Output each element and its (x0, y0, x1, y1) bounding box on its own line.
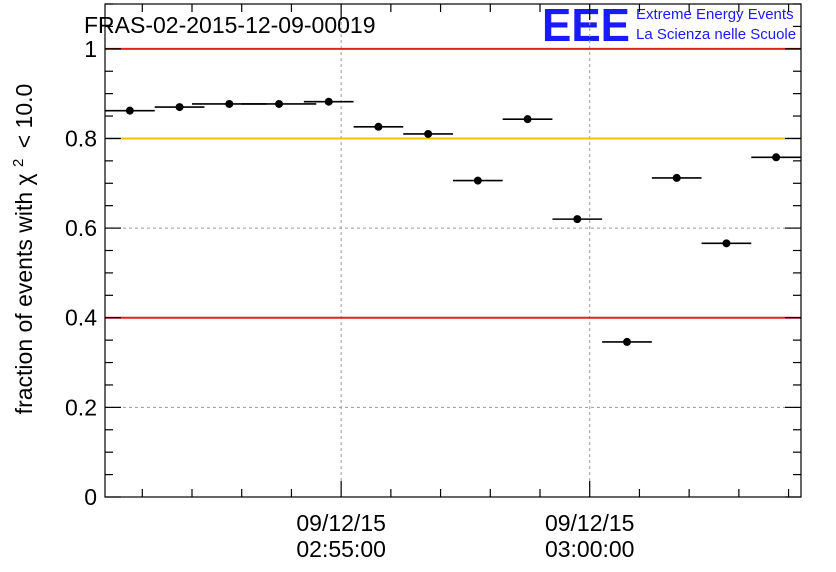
data-point (722, 239, 731, 248)
data-point (772, 153, 781, 162)
data-point (324, 97, 333, 106)
y-tick-label: 0.8 (65, 125, 97, 151)
y-axis-label-exponent: 2 (10, 159, 27, 167)
data-points (105, 97, 801, 346)
y-tick-labels: 0 0.2 0.4 0.6 0.8 1 (65, 36, 97, 510)
eee-logo: EEE Extreme Energy Events La Scienza nel… (542, 0, 796, 51)
axis-ticks (105, 3, 801, 498)
x-tick-label-date: 09/12/15 (296, 510, 386, 536)
data-point (225, 99, 234, 108)
y-axis-label-threshold: < 10.0 (11, 84, 37, 149)
data-point (175, 103, 184, 112)
data-point (523, 115, 532, 124)
chart-title: FRAS-02-2015-12-09-00019 (84, 12, 376, 38)
data-point (275, 99, 283, 108)
y-axis-label: fraction of events with χ 2 < 10.0 (2, 84, 37, 415)
x-tick-label-date: 09/12/15 (545, 510, 635, 536)
y-tick-label: 0 (84, 484, 97, 510)
data-point (623, 337, 631, 346)
y-tick-label: 0.2 (65, 394, 97, 420)
data-point (473, 176, 482, 185)
data-point (374, 122, 383, 131)
y-axis-label-chi: χ (11, 173, 37, 185)
x-tick-label-time: 02:55:00 (296, 536, 386, 562)
x-tick-label-time: 03:00:00 (545, 536, 635, 562)
y-tick-label: 0.6 (65, 215, 97, 241)
y-tick-label: 1 (84, 36, 97, 62)
reference-lines (105, 47, 801, 319)
data-point (424, 129, 433, 138)
data-point (125, 106, 134, 115)
data-point (573, 215, 582, 224)
y-axis-label-main: fraction of events with (11, 192, 37, 414)
logo-line-2: La Scienza nelle Scuole (636, 26, 796, 43)
logo-mark: EEE (542, 0, 630, 51)
logo-line-1: Extreme Energy Events (636, 6, 794, 23)
y-tick-label: 0.4 (65, 305, 97, 331)
data-point (672, 173, 681, 182)
